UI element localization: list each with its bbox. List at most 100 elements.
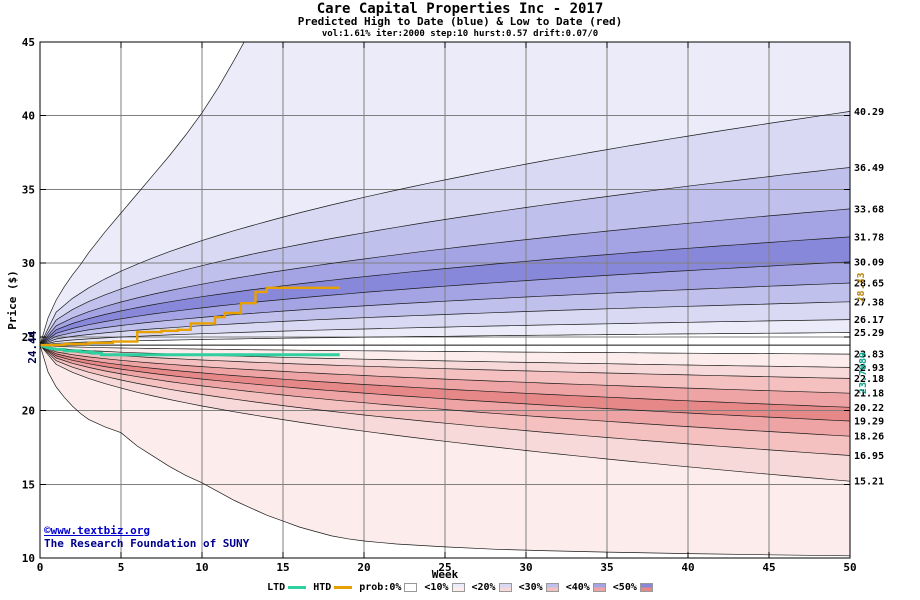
legend-item: <50% [613, 582, 653, 593]
legend-item: <30% [519, 582, 559, 593]
y-tick-label: 20 [22, 405, 35, 418]
y-tick-label: 40 [22, 110, 35, 123]
legend-label: HTD [313, 582, 332, 593]
legend-item: prob:0% [359, 582, 418, 593]
x-tick-label: 20 [357, 561, 370, 574]
chart-title: Care Capital Properties Inc - 2017 [317, 1, 604, 17]
right-value-label: 22.93 [854, 363, 884, 374]
y-tick-label: 25 [22, 331, 35, 344]
right-value-label: 28.65 [854, 279, 884, 290]
decile-boundaries [40, 42, 850, 557]
prob-band-high-9 [40, 42, 850, 346]
legend-line-swatch [334, 586, 353, 589]
right-value-label: 33.68 [854, 204, 884, 215]
legend-label: <20% [471, 582, 496, 593]
legend-box-swatch [639, 583, 653, 592]
legend: LTD HTD prob:0% <10% <20% <30% <40% <50% [0, 582, 920, 593]
legend-box-swatch [451, 583, 465, 592]
decile-boundary-line [40, 344, 850, 355]
right-value-label: 25.29 [854, 328, 884, 339]
watermark: ©www.textbiz.org The Research Foundation… [44, 522, 249, 550]
x-tick-label: 15 [276, 561, 289, 574]
axis-labels: 0 5 10 15 20 25 30 35 40 45 50 10 15 20 25 30 35 40 45 40.2… [22, 36, 884, 574]
watermark-org: The Research Foundation of SUNY [44, 537, 250, 550]
right-value-label: 18.26 [854, 432, 884, 443]
right-value-label: 40.29 [854, 107, 884, 118]
y-tick-label: 45 [22, 36, 35, 49]
x-axis-title: Week [432, 568, 459, 581]
rotated-value-label: 28.33 [856, 272, 867, 302]
prob-band-low-7 [40, 345, 850, 456]
decile-boundary-line [40, 42, 245, 346]
right-value-label: 21.18 [854, 389, 884, 400]
decile-boundary-line [40, 344, 850, 557]
right-value-label: 36.49 [854, 163, 884, 174]
chart-subtitle: Predicted High to Date (blue) & Low to D… [298, 15, 623, 28]
axis-ticks [39, 41, 851, 559]
decile-boundary-line [40, 301, 850, 346]
prob-band-high-6 [40, 208, 850, 346]
data-series [40, 286, 340, 357]
right-value-label: 26.17 [854, 315, 884, 326]
prob-band-low-8 [40, 345, 850, 482]
prob-band-high-5 [40, 236, 850, 346]
decile-boundary-line [40, 344, 850, 437]
decile-boundary-line [40, 282, 850, 346]
chart-parameters: vol:1.61% iter:2000 step:10 hurst:0.57 d… [322, 28, 598, 39]
x-tick-label: 10 [195, 561, 208, 574]
legend-box-swatch [592, 583, 606, 592]
right-value-label: 23.83 [854, 350, 884, 361]
x-tick-label: 0 [37, 561, 44, 574]
decile-boundary-line [40, 332, 850, 346]
x-tick-label: 5 [118, 561, 125, 574]
legend-item: <10% [424, 582, 465, 593]
decile-boundary-line [40, 167, 850, 346]
decile-boundary-line [40, 344, 850, 482]
y-axis-title: Price ($) [6, 270, 19, 330]
y-tick-label: 35 [22, 183, 35, 196]
legend-box-swatch [404, 583, 418, 592]
right-value-label: 19.29 [854, 417, 884, 428]
x-tick-label: 45 [762, 561, 775, 574]
prob-band-low-5 [40, 345, 850, 421]
x-tick-label: 30 [519, 561, 532, 574]
legend-label: <50% [612, 582, 637, 593]
legend-label: <40% [565, 582, 590, 593]
watermark-link[interactable]: ©www.textbiz.org [44, 524, 150, 537]
right-value-label: 15.21 [854, 477, 884, 488]
decile-boundary-line [40, 319, 850, 346]
legend-line-swatch [288, 586, 307, 589]
x-tick-label: 40 [681, 561, 694, 574]
decile-boundary-line [40, 344, 850, 422]
legend-label: prob:0% [359, 582, 402, 593]
y-tick-label: 30 [22, 257, 35, 270]
x-tick-label: 50 [843, 561, 856, 574]
decile-boundary-line [40, 344, 850, 394]
right-value-label: 16.95 [854, 451, 884, 462]
x-tick-label: 35 [600, 561, 613, 574]
rotated-value-label: 23.7889 [858, 352, 869, 394]
legend-label: <30% [518, 582, 543, 593]
htd-line [40, 286, 340, 347]
y-tick-label: 15 [22, 478, 35, 491]
start-price-label: 24.44 [26, 330, 39, 363]
legend-box-swatch [498, 583, 512, 592]
ltd-line [40, 343, 340, 357]
prob-band-low-6 [40, 345, 850, 437]
prob-band-high-4 [40, 261, 850, 346]
decile-boundary-line [40, 261, 850, 346]
decile-boundary-line [40, 208, 850, 346]
decile-boundary-line [40, 344, 850, 456]
right-value-label: 30.09 [854, 257, 884, 268]
right-value-label: 31.78 [854, 232, 884, 243]
x-tick-label: 25 [438, 561, 451, 574]
legend-item: <40% [566, 582, 606, 593]
right-value-label: 20.22 [854, 403, 884, 414]
legend-item: LTD [267, 582, 307, 593]
prob-band-high-7 [40, 167, 850, 346]
decile-boundary-line [40, 236, 850, 346]
legend-label: LTD [267, 582, 286, 593]
legend-item: HTD [313, 582, 353, 593]
